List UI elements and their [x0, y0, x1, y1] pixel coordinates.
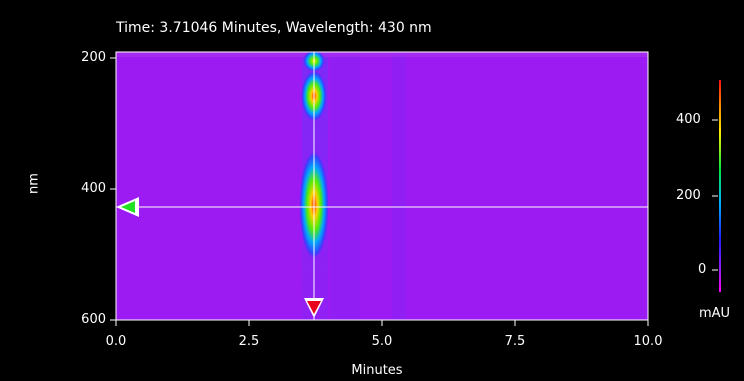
colorbar-tick-label: 200: [676, 188, 701, 203]
x-tick-label: 2.5: [238, 334, 260, 349]
cursor-readout: Time: 3.71046 Minutes, Wavelength: 430 n…: [116, 20, 432, 36]
y-tick-label: 200: [81, 50, 106, 65]
minor-streak: [392, 52, 406, 320]
elution-tail: [330, 52, 360, 320]
y-axis-ticks: [110, 57, 116, 321]
wavelength-marker-fill: [121, 201, 135, 213]
x-axis-ticks: [115, 320, 649, 326]
x-axis-title: Minutes: [351, 363, 403, 378]
colorbar-ticks: [712, 119, 718, 271]
top-noise-strip: [116, 52, 648, 57]
colorbar-tick-label: 400: [676, 112, 701, 127]
x-tick-label: 7.5: [504, 334, 526, 349]
heatmap-background: [116, 52, 648, 320]
x-tick-label: 0.0: [105, 334, 127, 349]
y-tick-label: 400: [81, 181, 106, 196]
colorbar-unit-label: mAU: [699, 306, 731, 321]
y-tick-label: 600: [81, 312, 106, 327]
x-tick-label: 10.0: [633, 334, 663, 349]
colorbar: [719, 80, 721, 292]
y-axis-title: nm: [26, 173, 42, 194]
x-tick-label: 5.0: [371, 334, 393, 349]
colorbar-tick-label: 0: [698, 262, 707, 277]
time-marker-fill: [307, 301, 321, 314]
